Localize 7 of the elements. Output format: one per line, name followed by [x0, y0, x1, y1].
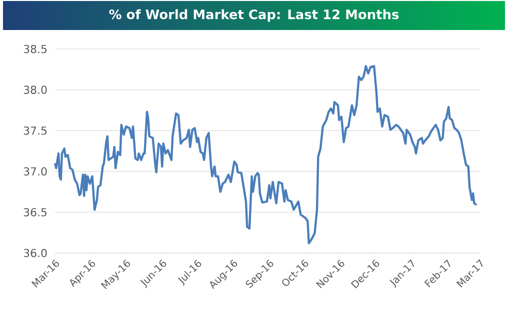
y-tick-label: 36.0	[24, 248, 47, 258]
y-tick-label: 37.0	[24, 167, 47, 176]
chart-title: % of World Market Cap: Last 12 Months	[109, 9, 399, 22]
y-tick-label: 38.0	[24, 86, 47, 94]
y-tick-label: 38.5	[24, 44, 47, 54]
y-tick-label: 37.5	[24, 126, 47, 135]
y-tick-label: 36.5	[24, 208, 47, 216]
